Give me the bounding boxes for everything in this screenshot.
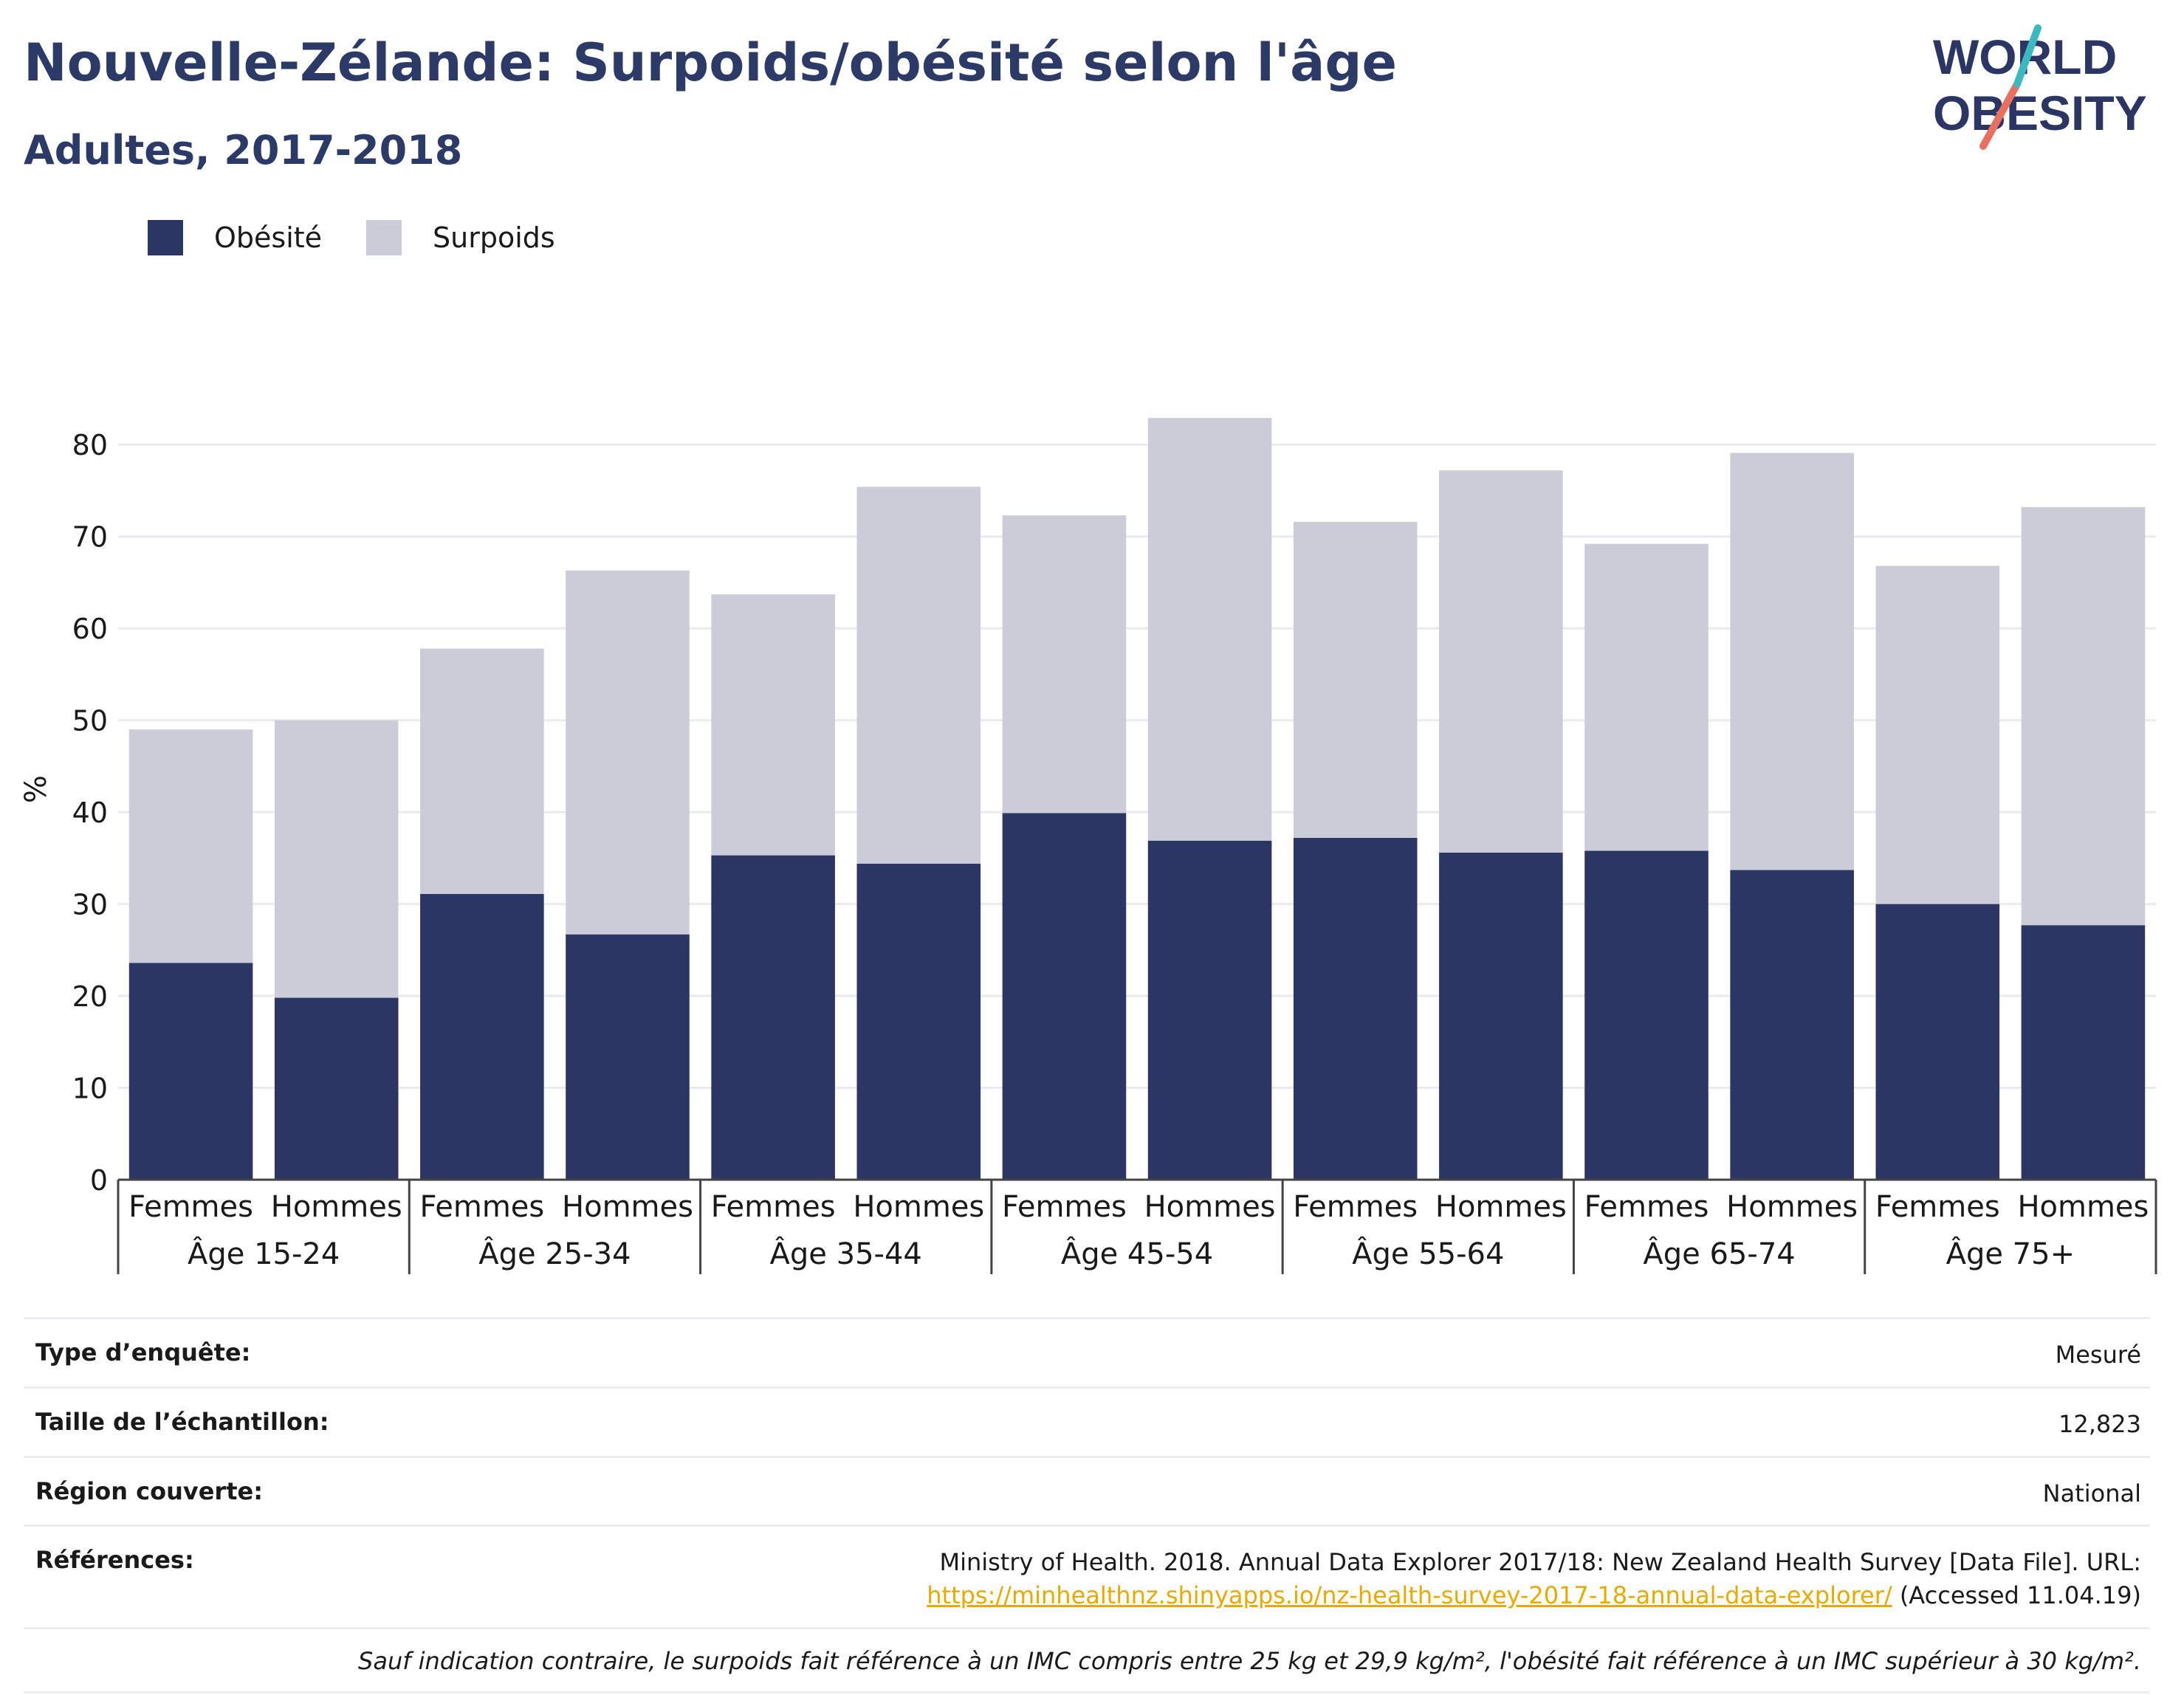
bar-surpoids [711, 594, 835, 856]
x-tick-label: Femmes [711, 1190, 836, 1224]
bar-obesite [2021, 925, 2146, 1180]
bar-obesite [856, 863, 981, 1180]
info-separator [24, 1455, 2150, 1458]
info-row-sample-size: Taille de l’échantillon: 12,823 [24, 1389, 2150, 1456]
group-label: Âge 35-44 [770, 1236, 922, 1271]
info-separator [24, 1524, 2150, 1527]
x-tick-label: Femmes [1584, 1190, 1709, 1224]
x-tick-label: Hommes [1435, 1190, 1567, 1224]
survey-type-label: Type d’enquête: [35, 1338, 251, 1366]
y-tick-label: 50 [72, 705, 108, 738]
chart-legend: Obésité Surpoids [148, 220, 600, 255]
bar-surpoids [856, 487, 981, 864]
y-tick-label: 40 [72, 797, 108, 829]
x-tick-label: Hommes [271, 1190, 402, 1224]
group-label: Âge 45-54 [1061, 1236, 1213, 1271]
legend-label-surpoids: Surpoids [433, 221, 555, 254]
y-tick-label: 20 [72, 980, 108, 1013]
y-tick-label: 10 [72, 1073, 108, 1105]
bar-obesite [1147, 840, 1272, 1180]
bar-surpoids [1875, 565, 2000, 904]
y-axis-label: % [19, 775, 53, 803]
bar-surpoids [1730, 453, 1854, 870]
info-row-references: Références: Ministry of Health. 2018. An… [24, 1527, 2150, 1627]
info-separator [24, 1386, 2150, 1389]
x-tick-label: Femmes [1875, 1190, 2000, 1224]
x-tick-label: Femmes [128, 1190, 253, 1224]
bar-obesite [274, 997, 399, 1180]
references-value: Ministry of Health. 2018. Annual Data Ex… [927, 1546, 2141, 1612]
bar-obesite [1002, 813, 1127, 1180]
bar-obesite [1439, 852, 1563, 1180]
x-tick-label: Femmes [1293, 1190, 1418, 1224]
world-obesity-logo: WORLD OBESITY [1933, 24, 2147, 150]
group-label: Âge 65-74 [1643, 1236, 1795, 1271]
sample-size-label: Taille de l’échantillon: [35, 1407, 329, 1436]
bar-surpoids [1293, 521, 1418, 838]
bar-obesite [1293, 837, 1418, 1180]
y-tick-label: 0 [90, 1164, 108, 1197]
x-tick-label: Hommes [1726, 1190, 1858, 1224]
info-table: Type d’enquête: Mesuré Taille de l’échan… [24, 1317, 2150, 1694]
region-label: Région couverte: [35, 1476, 263, 1505]
sample-size-value: 12,823 [2058, 1409, 2141, 1438]
references-label: Références: [35, 1546, 194, 1575]
bar-obesite [711, 855, 835, 1180]
legend-swatch-surpoids [366, 220, 402, 255]
x-tick-label: Hommes [853, 1190, 984, 1224]
legend-swatch-obesite [148, 220, 183, 255]
group-label: Âge 15-24 [188, 1236, 340, 1271]
y-tick-label: 30 [72, 889, 108, 921]
bar-obesite [566, 934, 690, 1180]
bar-surpoids [1002, 515, 1127, 814]
y-tick-label: 60 [72, 613, 108, 645]
bar-surpoids [1584, 543, 1709, 851]
info-row-region: Région couverte: National [24, 1458, 2150, 1525]
bar-surpoids [128, 729, 253, 963]
bar-surpoids [420, 648, 544, 894]
x-tick-label: Hommes [562, 1190, 693, 1224]
legend-item-surpoids: Surpoids [366, 220, 555, 255]
stacked-bar-chart: 0 10 20 30 40 50 60 70 80% Femmes Hommes Femmes Homm… [19, 418, 2157, 1274]
info-row-survey-type: Type d’enquête: Mesuré [24, 1319, 2150, 1386]
y-tick-label: 80 [72, 429, 108, 461]
bar-surpoids [2021, 506, 2146, 926]
info-separator [24, 1626, 2150, 1629]
bar-surpoids [1147, 418, 1272, 841]
legend-label-obesite: Obésité [214, 221, 323, 254]
survey-type-value: Mesuré [2055, 1341, 2141, 1369]
region-value: National [2042, 1479, 2141, 1507]
legend-item-obesite: Obésité [148, 220, 322, 255]
page-title: Nouvelle-Zélande: Surpoids/obésité selon… [24, 32, 1397, 93]
definition-note: Sauf indication contraire, le surpoids f… [358, 1646, 2141, 1675]
x-tick-label: Femmes [419, 1190, 544, 1224]
y-tick-label: 70 [72, 521, 108, 554]
info-separator [24, 1317, 2150, 1319]
x-tick-label: Femmes [1002, 1190, 1127, 1224]
references-accessed: (Accessed 11.04.19) [1892, 1581, 2141, 1610]
svg-text:OBESITY: OBESITY [1933, 86, 2147, 140]
x-tick-label: Hommes [2017, 1190, 2149, 1224]
info-separator [24, 1691, 2150, 1694]
group-label: Âge 55-64 [1352, 1236, 1504, 1271]
bar-surpoids [274, 720, 399, 998]
page-subtitle: Adultes, 2017-2018 [24, 127, 463, 173]
bar-surpoids [566, 570, 690, 935]
bar-obesite [1584, 850, 1709, 1180]
bar-obesite [1875, 904, 2000, 1180]
bar-obesite [420, 893, 544, 1180]
references-text: Ministry of Health. 2018. Annual Data Ex… [939, 1548, 2141, 1577]
bar-obesite [1730, 870, 1854, 1180]
group-label: Âge 25-34 [478, 1236, 631, 1271]
bar-obesite [128, 963, 253, 1180]
bar-surpoids [1439, 470, 1563, 853]
references-link[interactable]: https://minhealthnz.shinyapps.io/nz-heal… [927, 1581, 1892, 1610]
group-label: Âge 75+ [1946, 1236, 2075, 1271]
x-tick-label: Hommes [1144, 1190, 1276, 1224]
